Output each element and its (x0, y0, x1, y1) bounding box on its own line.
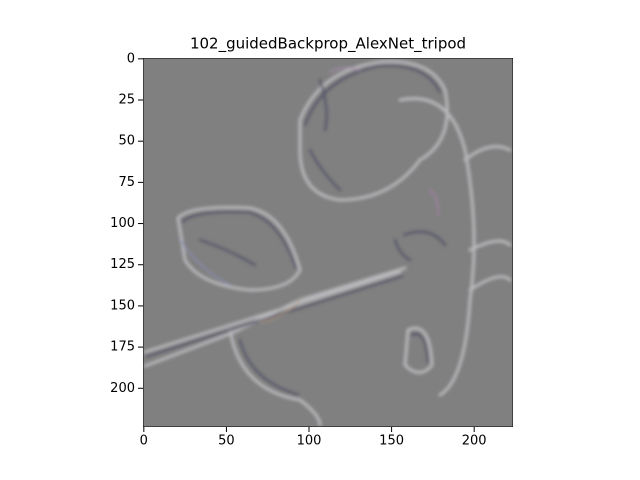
y-tick-label: 50 (118, 134, 135, 149)
x-tick-label: 200 (462, 434, 487, 449)
y-tick-label: 150 (110, 298, 135, 313)
x-tick-label: 50 (218, 434, 235, 449)
x-tick-label: 150 (379, 434, 404, 449)
y-tick-label: 125 (110, 257, 135, 272)
y-tick-label: 175 (110, 340, 135, 355)
y-tick-label: 0 (127, 51, 135, 66)
chart-title: 102_guidedBackprop_AlexNet_tripod (190, 35, 466, 54)
y-tick-label: 25 (118, 93, 135, 108)
y-tick-label: 100 (110, 216, 135, 231)
y-tick-label: 200 (110, 381, 135, 396)
x-tick-label: 100 (297, 434, 322, 449)
image (143, 58, 513, 427)
y-tick-label: 75 (118, 175, 135, 190)
x-tick-label: 0 (140, 434, 148, 449)
